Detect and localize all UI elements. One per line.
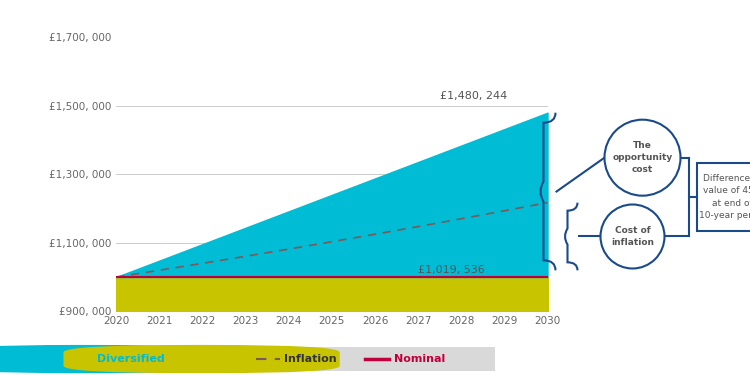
Text: Difference in
value of 45%
at end of
10-year period: Difference in value of 45% at end of 10-… <box>699 174 750 220</box>
FancyBboxPatch shape <box>60 347 495 371</box>
Text: £1,480, 244: £1,480, 244 <box>440 91 507 101</box>
FancyBboxPatch shape <box>64 345 340 373</box>
Text: Cash: Cash <box>214 354 244 364</box>
Text: £1,019, 536: £1,019, 536 <box>419 266 484 275</box>
Text: Inflation: Inflation <box>284 354 337 364</box>
Text: Cost of
inflation: Cost of inflation <box>611 226 654 247</box>
Circle shape <box>601 204 664 268</box>
Circle shape <box>604 120 680 196</box>
Text: The
opportunity
cost: The opportunity cost <box>612 141 673 174</box>
Text: Diversified: Diversified <box>97 354 165 364</box>
FancyBboxPatch shape <box>0 345 223 373</box>
Text: Nominal: Nominal <box>394 354 445 364</box>
FancyBboxPatch shape <box>697 163 750 231</box>
